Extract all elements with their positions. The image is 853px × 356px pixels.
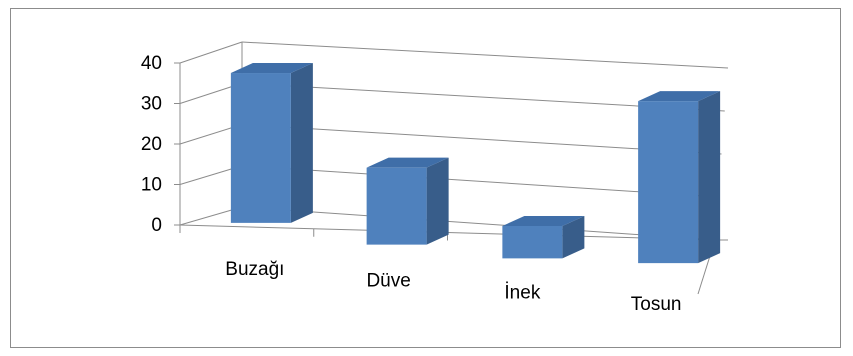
bar-side-face bbox=[426, 157, 449, 245]
bar-3 bbox=[638, 91, 721, 264]
bar-2 bbox=[502, 215, 585, 259]
x-category-label: Tosun bbox=[631, 294, 682, 315]
y-tick-label: 20 bbox=[141, 134, 162, 155]
y-tick-label: 30 bbox=[141, 94, 162, 115]
y-tick-label: 10 bbox=[141, 175, 162, 196]
x-category-label: Buzağı bbox=[225, 259, 284, 280]
bar-front-face bbox=[638, 101, 699, 264]
y-tick-label: 40 bbox=[141, 53, 162, 74]
gridline-0 bbox=[241, 206, 716, 241]
bar-top-face bbox=[230, 63, 313, 74]
x-category-label: Düve bbox=[366, 271, 410, 292]
side-gridline-40 bbox=[179, 41, 243, 64]
bar-top-face bbox=[638, 91, 721, 102]
bar-front-face bbox=[502, 225, 563, 259]
bar-side-face bbox=[562, 215, 585, 259]
chart-bars bbox=[230, 63, 721, 264]
bar-side-face bbox=[290, 63, 313, 223]
bar-front-face bbox=[366, 167, 427, 245]
bar-top-face bbox=[366, 157, 449, 168]
y-tick-label: 0 bbox=[151, 215, 162, 236]
bar-1 bbox=[366, 157, 449, 245]
x-axis-categories: Buzağı Düve İnek Tosun bbox=[225, 259, 681, 315]
gridline-40 bbox=[241, 41, 729, 69]
bar-top-face bbox=[502, 215, 585, 226]
bar-front-face bbox=[230, 73, 291, 223]
bar-0 bbox=[230, 63, 313, 223]
x-category-label: İnek bbox=[504, 282, 540, 303]
bar-side-face bbox=[698, 91, 721, 264]
y-axis-ticks: 0 10 20 30 40 bbox=[141, 53, 180, 236]
